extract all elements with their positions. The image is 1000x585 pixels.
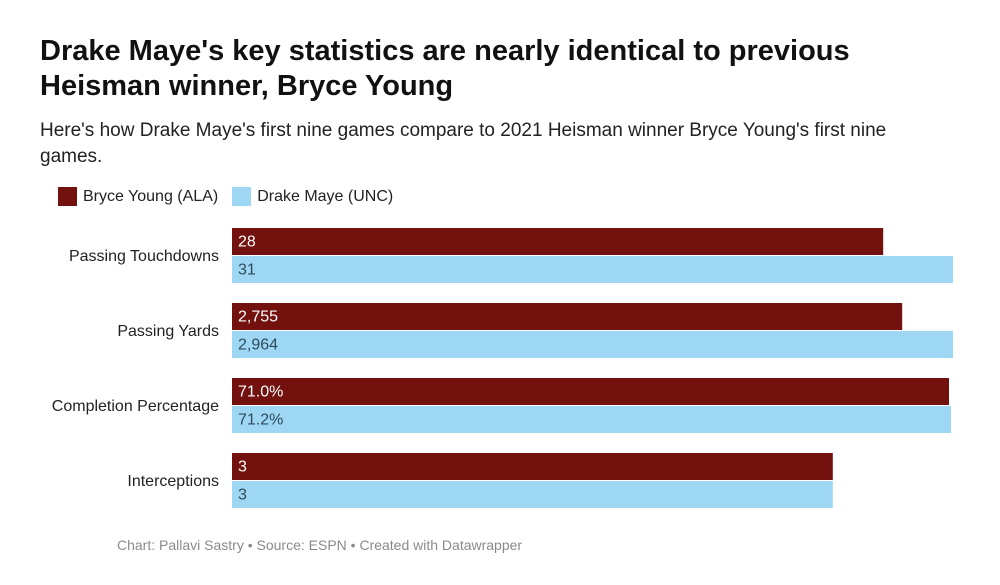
legend-item-drake-maye: Drake Maye (UNC) — [232, 187, 393, 206]
legend-item-bryce-young: Bryce Young (ALA) — [58, 187, 218, 206]
bar-bryce-young-ala-interceptions — [232, 453, 833, 480]
value-label-drake-maye-unc-interceptions: 3 — [238, 487, 247, 504]
bar-drake-maye-unc-passing-touchdowns — [232, 256, 953, 283]
legend-label-drake-maye: Drake Maye (UNC) — [257, 187, 394, 205]
value-label-drake-maye-unc-passing-yards: 2,964 — [238, 337, 278, 354]
category-label-completion-percentage: Completion Percentage — [52, 398, 219, 415]
bar-drake-maye-unc-interceptions — [232, 481, 833, 508]
legend-swatch-drake-maye — [232, 187, 252, 206]
bar-bryce-young-ala-completion-percentage — [232, 378, 949, 405]
value-label-bryce-young-ala-completion-percentage: 71.0% — [238, 384, 283, 401]
bar-drake-maye-unc-completion-percentage — [232, 406, 951, 433]
value-label-bryce-young-ala-passing-yards: 2,755 — [238, 309, 278, 326]
category-label-interceptions: Interceptions — [127, 473, 219, 490]
value-label-drake-maye-unc-passing-touchdowns: 31 — [238, 262, 256, 279]
legend-label-bryce-young: Bryce Young (ALA) — [83, 187, 219, 205]
legend-swatch-bryce-young — [58, 187, 77, 206]
value-label-drake-maye-unc-completion-percentage: 71.2% — [238, 412, 283, 429]
bar-bryce-young-ala-passing-touchdowns — [232, 228, 884, 255]
chart-footer: Chart: Pallavi Sastry • Source: ESPN • C… — [117, 537, 523, 553]
value-label-bryce-young-ala-passing-touchdowns: 28 — [238, 234, 256, 251]
category-label-passing-yards: Passing Yards — [117, 323, 219, 340]
category-label-passing-touchdowns: Passing Touchdowns — [69, 248, 219, 265]
value-label-bryce-young-ala-interceptions: 3 — [238, 459, 247, 476]
legend: Bryce Young (ALA) Drake Maye (UNC) — [58, 187, 407, 206]
chart-title: Drake Maye's key statistics are nearly i… — [40, 35, 850, 102]
bar-bryce-young-ala-passing-yards — [232, 303, 903, 330]
bar-drake-maye-unc-passing-yards — [232, 331, 953, 358]
chart-subtitle: Here's how Drake Maye's first nine games… — [40, 120, 887, 167]
